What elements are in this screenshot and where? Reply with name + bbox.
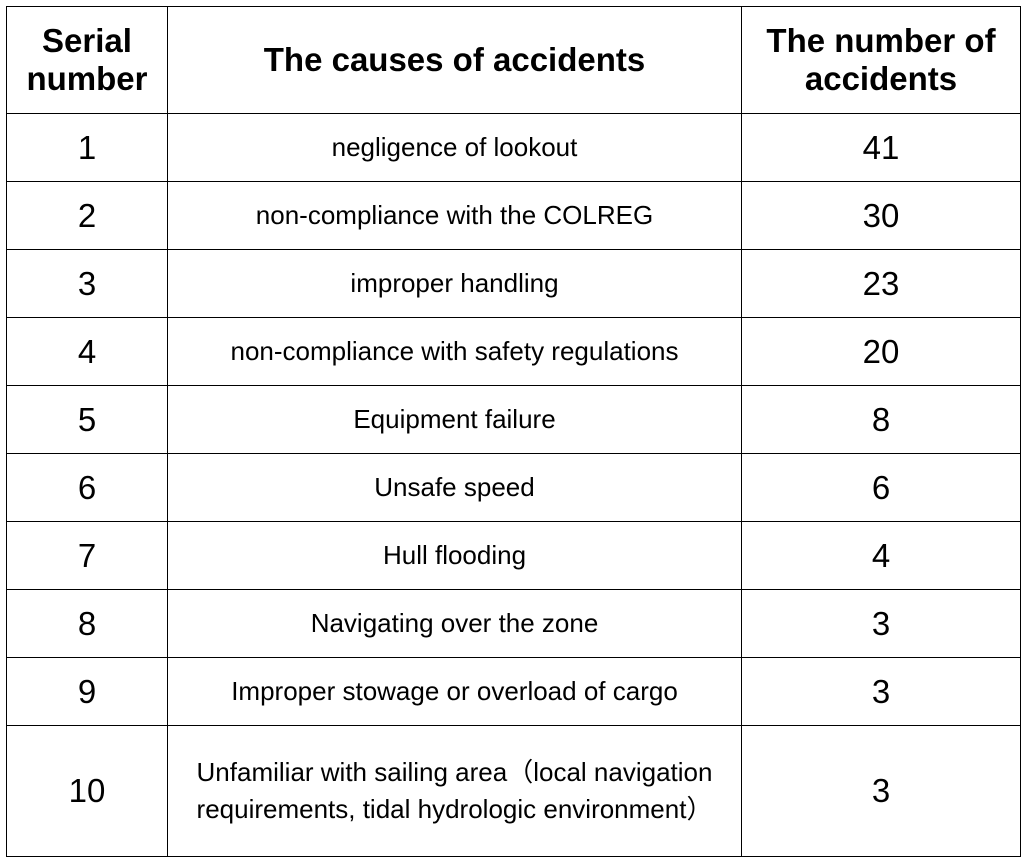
serial-cell: 6 [6, 453, 168, 522]
header-cause: The causes of accidents [167, 6, 742, 114]
serial-cell: 5 [6, 385, 168, 454]
table-row: 9 Improper stowage or overload of cargo … [6, 657, 1021, 726]
cause-cell: non-compliance with safety regulations [167, 317, 742, 386]
cause-cell: Unsafe speed [167, 453, 742, 522]
cause-cell: negligence of lookout [167, 113, 742, 182]
serial-cell: 1 [6, 113, 168, 182]
count-cell: 3 [741, 725, 1021, 857]
header-row: Serial number The causes of accidents Th… [6, 6, 1021, 114]
header-serial-number: Serial number [6, 6, 168, 114]
cause-cell: Unfamiliar with sailing area（local navig… [167, 725, 742, 857]
count-cell: 3 [741, 589, 1021, 658]
header-accident-count: The number of accidents [741, 6, 1021, 114]
count-cell: 41 [741, 113, 1021, 182]
serial-cell: 4 [6, 317, 168, 386]
serial-cell: 10 [6, 725, 168, 857]
table-row: 7 Hull flooding 4 [6, 521, 1021, 590]
count-cell: 3 [741, 657, 1021, 726]
table-row: 2 non-compliance with the COLREG 30 [6, 181, 1021, 250]
count-cell: 6 [741, 453, 1021, 522]
table-row: 1 negligence of lookout 41 [6, 113, 1021, 182]
count-cell: 23 [741, 249, 1021, 318]
cause-cell: Navigating over the zone [167, 589, 742, 658]
serial-cell: 7 [6, 521, 168, 590]
table-row: 8 Navigating over the zone 3 [6, 589, 1021, 658]
table-row: 6 Unsafe speed 6 [6, 453, 1021, 522]
table-row: 10 Unfamiliar with sailing area（local na… [6, 725, 1021, 857]
table-row: 4 non-compliance with safety regulations… [6, 317, 1021, 386]
serial-cell: 3 [6, 249, 168, 318]
cause-cell: Equipment failure [167, 385, 742, 454]
cause-cell: Hull flooding [167, 521, 742, 590]
count-cell: 8 [741, 385, 1021, 454]
cause-cell: non-compliance with the COLREG [167, 181, 742, 250]
serial-cell: 2 [6, 181, 168, 250]
cause-cell: Improper stowage or overload of cargo [167, 657, 742, 726]
table-row: 3 improper handling 23 [6, 249, 1021, 318]
table-row: 5 Equipment failure 8 [6, 385, 1021, 454]
accident-causes-table: Serial number The causes of accidents Th… [6, 6, 1021, 857]
count-cell: 20 [741, 317, 1021, 386]
serial-cell: 9 [6, 657, 168, 726]
serial-cell: 8 [6, 589, 168, 658]
cause-cell: improper handling [167, 249, 742, 318]
count-cell: 30 [741, 181, 1021, 250]
count-cell: 4 [741, 521, 1021, 590]
